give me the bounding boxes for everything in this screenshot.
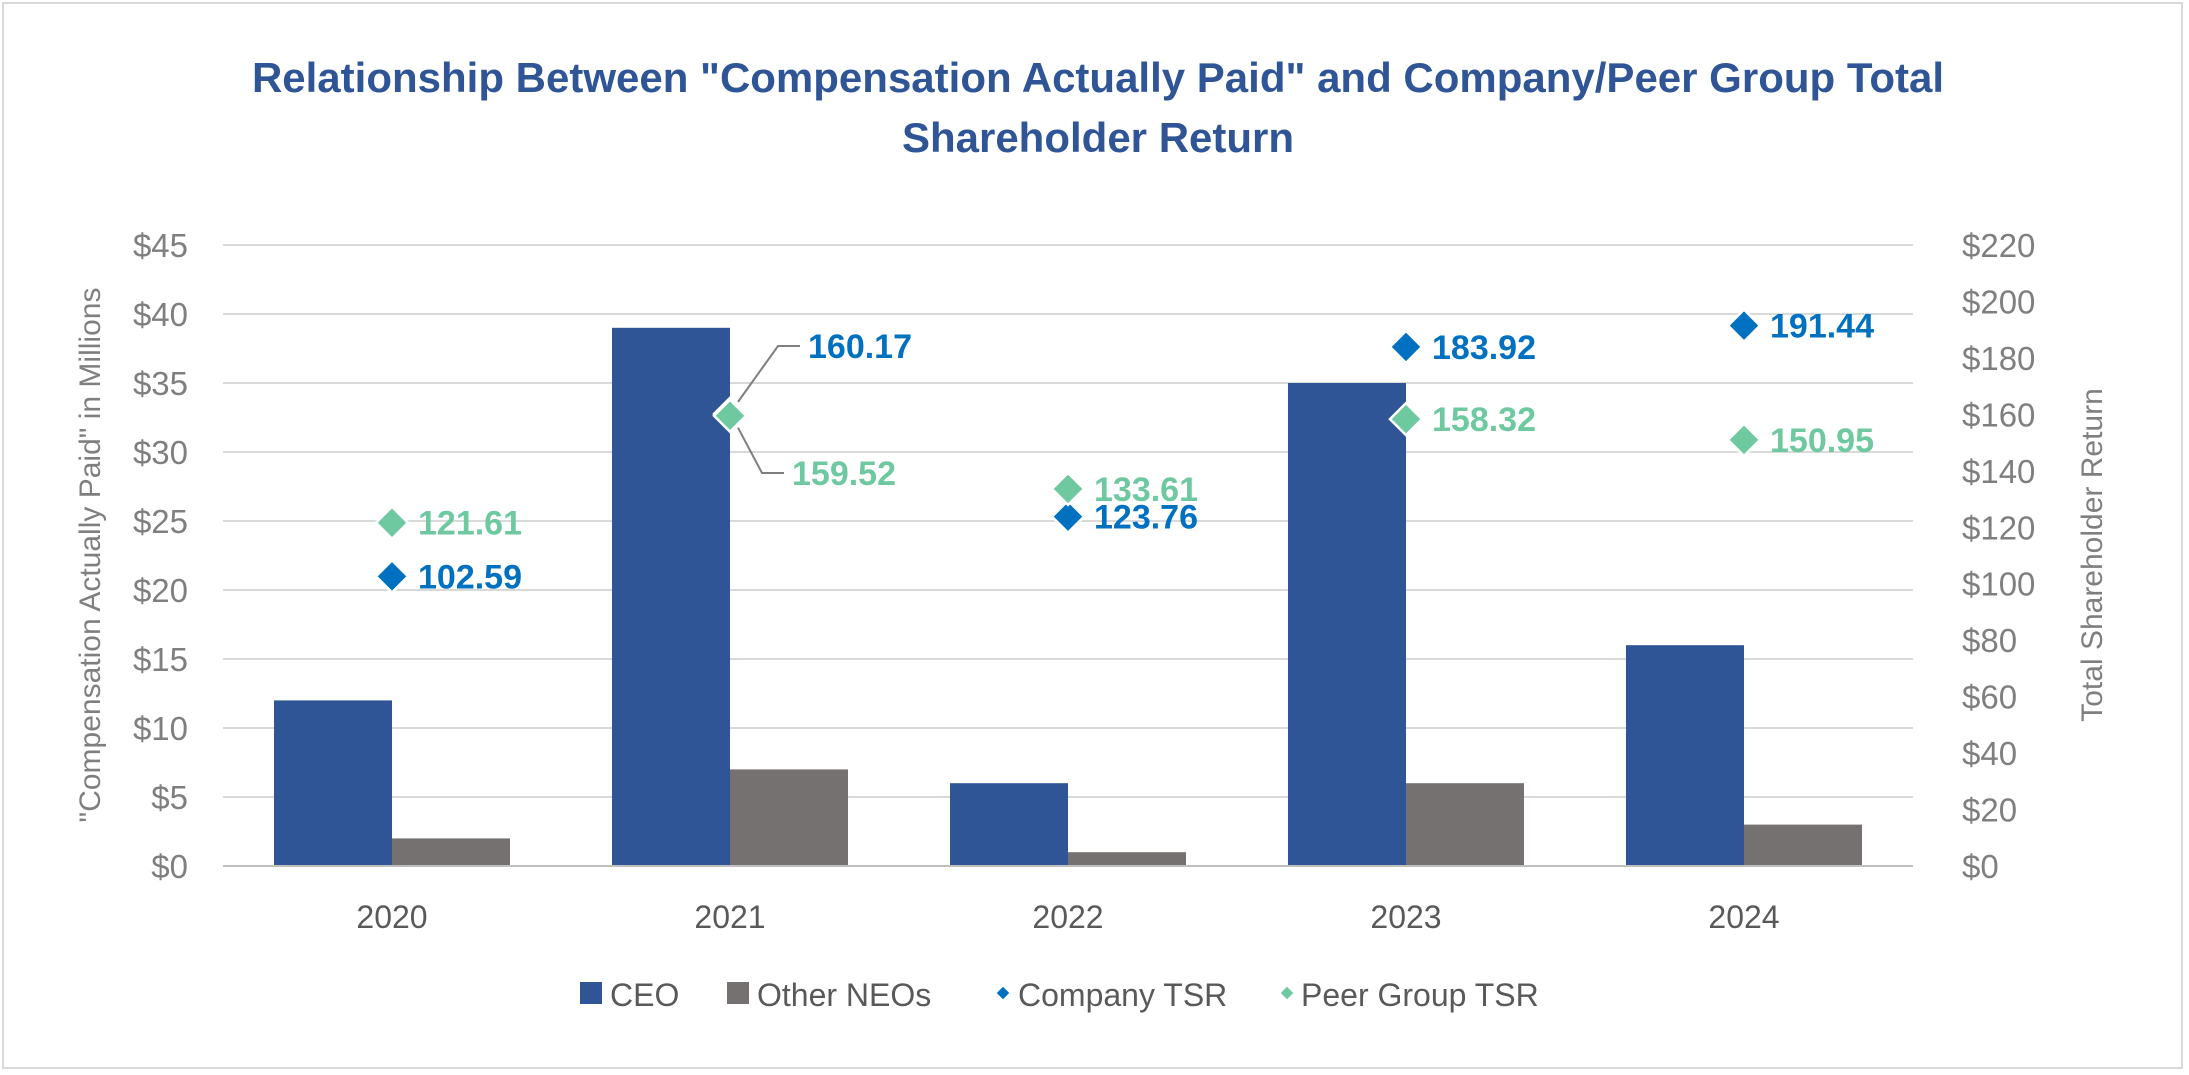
legend-swatch-ceo xyxy=(580,982,602,1004)
bar-ceo xyxy=(950,783,1068,866)
legend-swatch-peer-group-tsr xyxy=(1277,983,1297,1003)
right-tick-label: $160 xyxy=(1962,396,2035,433)
left-tick-label: $35 xyxy=(133,365,188,402)
bar-ceo xyxy=(1626,645,1744,866)
category-tick-label: 2020 xyxy=(356,899,427,935)
company-tsr-marker xyxy=(374,558,410,595)
category-tick-label: 2024 xyxy=(1708,899,1779,935)
left-tick-label: $40 xyxy=(133,296,188,333)
tsr-markers xyxy=(374,307,1762,595)
right-tick-label: $20 xyxy=(1962,792,2017,829)
left-tick-label: $0 xyxy=(151,848,188,885)
left-tick-label: $25 xyxy=(133,503,188,540)
peer-group-tsr-data-label: 121.61 xyxy=(418,505,522,543)
right-tick-label: $80 xyxy=(1962,622,2017,659)
company-tsr-data-label: 123.76 xyxy=(1094,499,1198,537)
bar-series xyxy=(274,327,1862,866)
bar-other-neos xyxy=(1744,824,1862,866)
right-tick-label: $40 xyxy=(1962,735,2017,772)
legend-label-peer-group-tsr: Peer Group TSR xyxy=(1301,977,1539,1013)
right-tick-label: $180 xyxy=(1962,340,2035,377)
right-axis-title: Total Shareholder Return xyxy=(2076,388,2109,722)
category-tick-label: 2023 xyxy=(1370,899,1441,935)
left-tick-label: $20 xyxy=(133,572,188,609)
peer-group-tsr-data-label: 150.95 xyxy=(1770,422,1874,460)
chart-title-line-2: Shareholder Return xyxy=(902,114,1294,161)
company-tsr-data-label: 160.17 xyxy=(808,328,912,366)
left-tick-label: $15 xyxy=(133,641,188,678)
right-tick-label: $140 xyxy=(1962,453,2035,490)
category-axis-ticks: 2020 2021 2022 2023 2024 xyxy=(356,899,1779,935)
peer-group-tsr-data-label: 159.52 xyxy=(792,455,896,493)
legend-swatch-other-neos xyxy=(727,982,749,1004)
legend-label-ceo: CEO xyxy=(610,977,679,1013)
company-tsr-leader-line xyxy=(737,345,800,403)
legend-label-company-tsr: Company TSR xyxy=(1018,977,1227,1013)
company-tsr-marker xyxy=(1388,329,1424,365)
peer-group-tsr-leader-line xyxy=(737,427,784,474)
left-tick-label: $10 xyxy=(133,710,188,747)
right-tick-label: $60 xyxy=(1962,679,2017,716)
label-leader-lines xyxy=(737,345,800,474)
right-tick-label: $0 xyxy=(1962,848,1999,885)
company-tsr-data-label: 191.44 xyxy=(1770,308,1874,346)
legend-swatch-company-tsr xyxy=(993,983,1013,1003)
chart-title: Relationship Between "Compensation Actua… xyxy=(252,54,1944,161)
bar-other-neos xyxy=(730,769,848,866)
legend-label-other-neos: Other NEOs xyxy=(757,977,931,1013)
company-tsr-data-label: 183.92 xyxy=(1432,329,1536,367)
bar-other-neos xyxy=(1068,852,1186,866)
peer-group-tsr-marker xyxy=(1388,401,1424,437)
company-tsr-marker xyxy=(1050,498,1086,535)
category-tick-label: 2022 xyxy=(1032,899,1103,935)
right-tick-label: $100 xyxy=(1962,566,2035,603)
company-tsr-marker xyxy=(1726,307,1762,344)
left-axis-title: "Compensation Actually Paid" in Millions xyxy=(74,288,107,823)
peer-group-tsr-marker xyxy=(712,397,748,434)
right-tick-label: $200 xyxy=(1962,283,2035,320)
left-tick-label: $45 xyxy=(133,227,188,264)
peer-group-tsr-marker xyxy=(374,504,410,541)
right-axis-ticks: $0 $20 $40 $60 $80 $100 $120 $140 $160 $180 $200 $2… xyxy=(1962,227,2035,885)
left-tick-label: $5 xyxy=(151,779,188,816)
left-axis-ticks: $0 $5 $10 $15 $20 $25 $30 $35 $40 $45 xyxy=(133,227,188,885)
right-tick-label: $120 xyxy=(1962,509,2035,546)
peer-group-tsr-data-label: 133.61 xyxy=(1094,471,1198,509)
peer-group-tsr-data-label: 158.32 xyxy=(1432,401,1536,439)
left-tick-label: $30 xyxy=(133,434,188,471)
company-tsr-data-label: 102.59 xyxy=(418,558,522,596)
legend: CEO Other NEOs Company TSR Peer Group TSR xyxy=(580,977,1539,1013)
bar-ceo xyxy=(1288,383,1406,866)
bar-other-neos xyxy=(1406,783,1524,866)
bar-other-neos xyxy=(392,838,510,866)
bar-ceo xyxy=(612,327,730,866)
category-tick-label: 2021 xyxy=(694,899,765,935)
peer-group-tsr-marker xyxy=(1726,422,1762,458)
peer-group-tsr-marker xyxy=(1050,471,1086,507)
right-tick-label: $220 xyxy=(1962,227,2035,264)
tsr-data-labels: 102.59 160.17 123.76 183.92 191.44 121.61 159.… xyxy=(418,308,1874,597)
chart-title-line-1: Relationship Between "Compensation Actua… xyxy=(252,54,1944,101)
bar-ceo xyxy=(274,700,392,866)
